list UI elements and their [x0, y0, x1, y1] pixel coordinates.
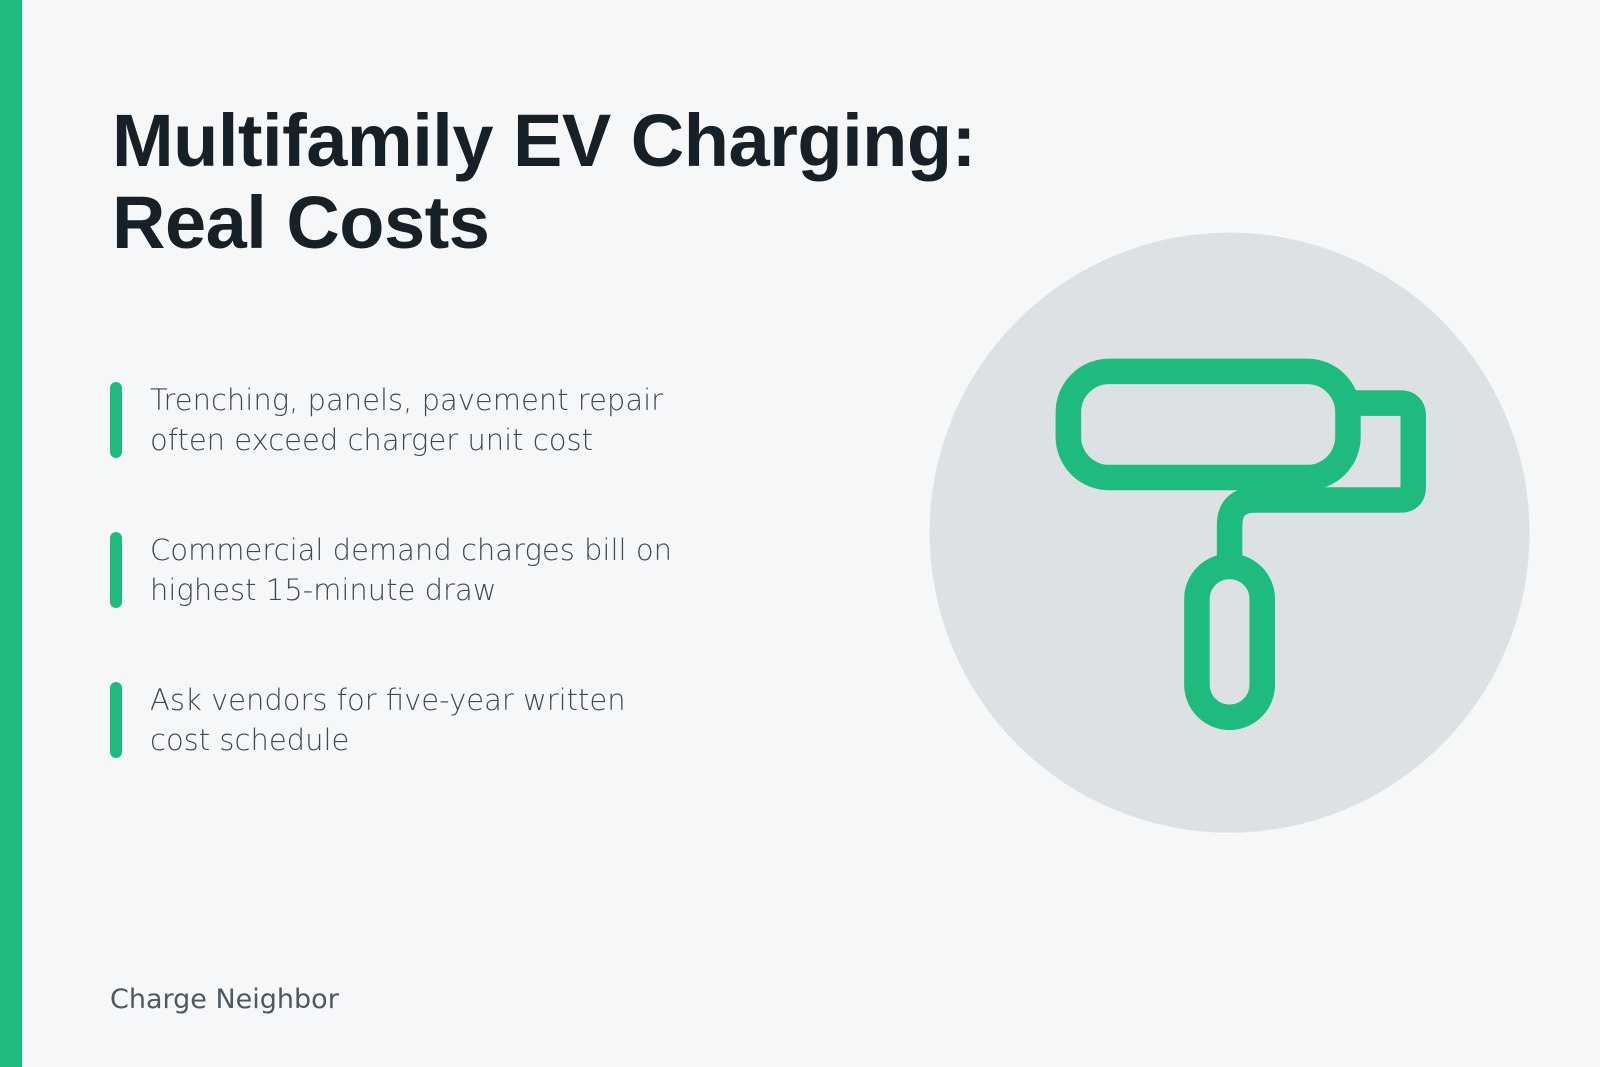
bullet: Ask vendors for five-year written cost s… [110, 680, 750, 760]
bullet-text: Trenching, panels, pavement repair often… [150, 383, 664, 457]
bullet-text: Ask vendors for five-year written cost s… [150, 683, 626, 757]
bullet-marker [110, 682, 122, 758]
bullet: Commercial demand charges bill on highes… [110, 530, 750, 610]
bullet: Trenching, panels, pavement repair often… [110, 380, 750, 460]
brand: Charge Neighbor [110, 984, 339, 1015]
bullet-marker [110, 382, 122, 458]
bullet-text: Commercial demand charges bill on highes… [150, 533, 672, 607]
title: Multifamily EV Charging: Real Costs [112, 99, 976, 264]
bullet-marker [110, 532, 122, 608]
accent-bar [0, 0, 22, 1067]
